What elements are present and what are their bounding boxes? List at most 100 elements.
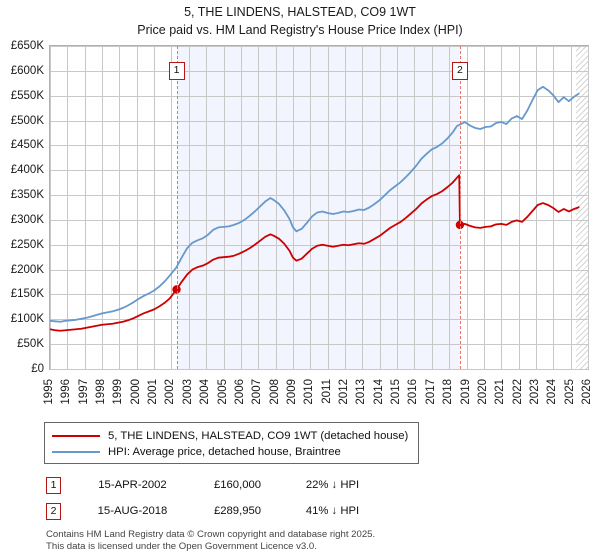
gridline-vertical <box>136 46 138 369</box>
line-price-paid <box>50 174 580 332</box>
x-axis-tick-label: 1997 <box>77 379 90 405</box>
gridline-horizontal <box>50 344 588 346</box>
x-axis-tick-label: 2019 <box>459 379 472 405</box>
row-sale-price: £289,950 <box>213 505 262 517</box>
gridline-vertical <box>240 46 242 369</box>
series-lines <box>50 85 580 332</box>
gridline-vertical <box>223 46 225 369</box>
x-axis-tick-label: 2003 <box>181 379 194 405</box>
gridline-vertical <box>414 46 416 369</box>
gridline-vertical <box>518 46 520 369</box>
x-axis-tick-label: 1999 <box>112 379 125 405</box>
gridline-vertical <box>206 46 208 369</box>
x-axis-tick-label: 2020 <box>476 379 489 405</box>
x-axis-tick-label: 2022 <box>511 379 524 405</box>
gridline-horizontal <box>50 294 588 296</box>
footer-attribution: Contains HM Land Registry data © Crown c… <box>46 529 586 552</box>
x-axis-tick-label: 2026 <box>581 379 593 405</box>
gridline-horizontal <box>50 269 588 271</box>
row-number-badge: 1 <box>46 476 61 494</box>
x-axis-tick-label: 2008 <box>268 379 281 405</box>
gridline-vertical <box>449 46 451 369</box>
row-number-badge: 2 <box>46 502 61 520</box>
x-axis-tick-label: 2016 <box>407 379 420 405</box>
gridline-vertical <box>310 46 312 369</box>
gridline-horizontal <box>50 70 588 72</box>
price-history-chart: £0 £50K £100K £150K £200K £250K £300K £350K £400… <box>0 40 600 405</box>
table-row: 2 15-AUG-2018 £289,950 41% ↓ HPI <box>44 498 464 524</box>
gridline-vertical <box>171 46 173 369</box>
x-axis-tick-label: 2006 <box>233 379 246 405</box>
gridline-horizontal <box>50 219 588 221</box>
table-row: 1 15-APR-2002 £160,000 22% ↓ HPI <box>44 472 464 498</box>
x-axis-tick-label: 2017 <box>424 379 437 405</box>
y-axis-tick-label: £200K <box>10 263 44 276</box>
page-title: 5, THE LINDENS, HALSTEAD, CO9 1WT <box>184 5 416 19</box>
x-axis-tick-label: 2025 <box>563 379 576 405</box>
x-axis-tick-label: 1998 <box>95 379 108 405</box>
gridline-vertical <box>327 46 329 369</box>
x-axis-tick-label: 2018 <box>442 379 455 405</box>
gridline-horizontal <box>50 369 588 370</box>
x-axis-tick-label: 2000 <box>129 379 142 405</box>
y-axis-tick-label: £50K <box>17 338 44 351</box>
marker-number-box[interactable]: 2 <box>451 62 468 80</box>
y-axis-tick-label: £100K <box>10 313 44 326</box>
gridline-vertical <box>483 46 485 369</box>
x-axis-tick-label: 1995 <box>43 379 55 405</box>
y-axis-tick-label: £450K <box>10 139 44 152</box>
gridline-vertical <box>67 46 69 369</box>
y-axis-tick-label: £500K <box>10 114 44 127</box>
legend-label-hpi: HPI: Average price, detached house, Brai… <box>108 446 341 458</box>
x-axis-tick-label: 2001 <box>147 379 160 405</box>
y-axis-tick-label: £400K <box>10 164 44 177</box>
x-axis-tick-label: 2013 <box>355 379 368 405</box>
row-sale-price: £160,000 <box>213 479 262 491</box>
x-axis-tick-label: 2015 <box>390 379 403 405</box>
y-axis-tick-label: £600K <box>10 64 44 77</box>
gridline-vertical <box>345 46 347 369</box>
legend-swatch-hpi <box>52 451 100 453</box>
y-axis-tick-label: £650K <box>10 40 44 52</box>
x-axis-tick-label: 1996 <box>60 379 73 405</box>
x-axis-tick-label: 2004 <box>199 379 212 405</box>
x-axis-tick-label: 2021 <box>494 379 507 405</box>
y-axis-tick-label: £550K <box>10 89 44 102</box>
gridline-vertical <box>119 46 121 369</box>
row-sale-date: 15-APR-2002 <box>98 479 167 491</box>
x-axis-tick-label: 2005 <box>216 379 229 405</box>
chart-legend: 5, THE LINDENS, HALSTEAD, CO9 1WT (detac… <box>44 422 419 464</box>
gridline-vertical <box>102 46 104 369</box>
gridline-vertical <box>570 46 572 369</box>
footer-line-1: Contains HM Land Registry data © Crown c… <box>46 529 376 540</box>
x-axis-tick-label: 2012 <box>338 379 351 405</box>
gridline-horizontal <box>50 170 588 172</box>
x-axis-tick-label: 2009 <box>285 379 298 405</box>
x-axis-tick-label: 2007 <box>251 379 264 405</box>
marker-number-box[interactable]: 1 <box>168 62 185 80</box>
gridline-horizontal <box>50 145 588 147</box>
gridline-vertical <box>466 46 468 369</box>
legend-swatch-price-paid <box>52 435 100 437</box>
line-hpi <box>50 85 580 323</box>
x-axis-tick-label: 2002 <box>164 379 177 405</box>
gridline-horizontal <box>50 95 588 97</box>
row-sale-date: 15-AUG-2018 <box>97 505 168 517</box>
gridline-vertical <box>84 46 86 369</box>
x-axis-tick-label: 2010 <box>303 379 316 405</box>
x-axis-tick-label: 2024 <box>546 379 559 405</box>
y-axis-tick-label: £150K <box>10 288 44 301</box>
y-axis-tick-label: £0 <box>31 363 44 375</box>
gridline-horizontal <box>50 46 588 47</box>
x-axis-tick-label: 2014 <box>372 379 385 405</box>
y-axis-tick-label: £250K <box>10 238 44 251</box>
x-axis-tick-label: 2023 <box>528 379 541 405</box>
marker-vertical-line <box>176 46 178 369</box>
legend-row-price-paid: 5, THE LINDENS, HALSTEAD, CO9 1WT (detac… <box>52 428 411 444</box>
marker-vertical-line <box>459 46 461 369</box>
legend-label-price-paid: 5, THE LINDENS, HALSTEAD, CO9 1WT (detac… <box>108 430 409 442</box>
transactions-table: 1 15-APR-2002 £160,000 22% ↓ HPI 2 15-AUG-201… <box>44 472 464 524</box>
gridline-vertical <box>379 46 381 369</box>
y-axis-tick-label: £300K <box>10 213 44 226</box>
